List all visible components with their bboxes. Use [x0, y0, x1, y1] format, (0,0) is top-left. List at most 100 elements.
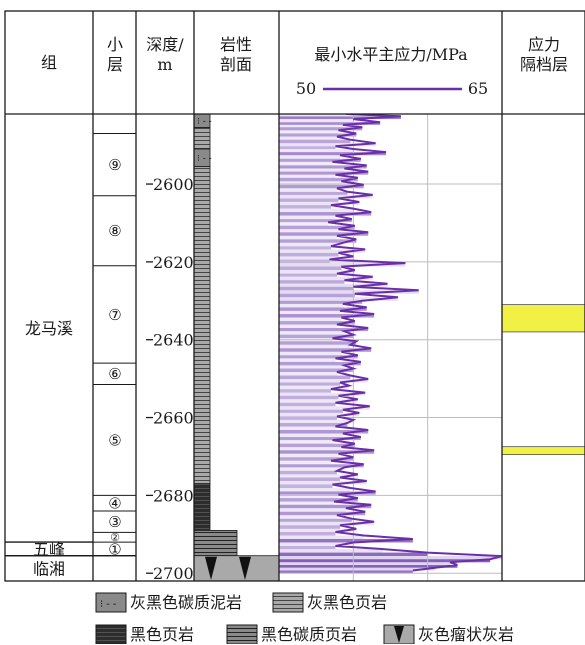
- stress-band: [279, 474, 358, 478]
- legend-label-black-carb-shale: 黑色碳质页岩: [261, 625, 358, 644]
- barrier-band: [501, 304, 585, 333]
- sublayer-label: ⑤: [108, 431, 121, 449]
- stress-band: [279, 412, 360, 417]
- stress-band: [279, 480, 367, 485]
- stress-band: [279, 219, 352, 223]
- stress-band: [279, 293, 355, 298]
- litho-nodule: [239, 556, 251, 580]
- stress-band: [279, 314, 375, 318]
- stress-band: [279, 152, 387, 156]
- stress-band: [279, 208, 354, 213]
- stress-band: [279, 375, 351, 380]
- stress-band: [279, 229, 339, 233]
- legend-swatch-black-shale: [95, 624, 127, 644]
- header-stress-min: 50: [296, 79, 316, 98]
- depth-tick-label: 2620: [153, 253, 194, 272]
- sublayer-label: ⑨: [108, 156, 121, 174]
- depth-tick-label: 2660: [153, 409, 194, 428]
- stress-band: [279, 334, 354, 339]
- header-lithology: 岩性剖面: [220, 35, 252, 74]
- sublayer-label: ①: [108, 540, 121, 558]
- stress-band: [279, 324, 337, 329]
- depth-tick-label: 2700: [153, 564, 194, 583]
- stress-band: [279, 368, 354, 373]
- stress-band: [279, 321, 355, 325]
- stress-band: [279, 385, 349, 390]
- stress-band: [279, 225, 355, 230]
- stress-band: [279, 143, 376, 147]
- depth-tick-label: 2640: [153, 331, 194, 350]
- stress-band: [279, 443, 355, 448]
- stress-band: [279, 433, 343, 438]
- stress-fill: [279, 114, 502, 574]
- stress-band: [279, 194, 373, 199]
- stress-band: [279, 114, 346, 117]
- formation-label: 龙马溪: [25, 319, 73, 338]
- stress-band: [279, 266, 342, 271]
- stress-band: [279, 528, 357, 532]
- legend-label-nodular-limestone: 灰色瘤状灰岩: [418, 625, 515, 644]
- stress-band: [279, 419, 354, 423]
- stress-band: [279, 538, 413, 543]
- stress-band: [279, 355, 358, 359]
- stress-band: [279, 263, 406, 267]
- legend-label-grey-shale: 灰黑色页岩: [307, 593, 388, 612]
- stress-band: [279, 177, 358, 182]
- stress-band: [279, 491, 376, 495]
- stress-band: [279, 402, 336, 407]
- litho-mud-marker: ⁝ - -: [197, 117, 212, 127]
- stress-band: [279, 242, 343, 247]
- stress-band: [279, 556, 502, 560]
- stress-band: [279, 453, 339, 458]
- stress-band: [279, 511, 366, 516]
- stress-band: [279, 498, 358, 502]
- stress-band: [279, 361, 361, 366]
- litho-nodule: [205, 556, 217, 580]
- header-sublayer: 小层: [107, 35, 123, 74]
- lithology-column: ⁝ - - ⁝ - -: [193, 113, 280, 582]
- stress-curve: [327, 114, 502, 572]
- stress-band: [279, 430, 369, 434]
- litho-black-shale: [193, 483, 211, 531]
- stress-band: [279, 215, 336, 220]
- stress-band: [279, 344, 351, 349]
- stress-band: [279, 280, 345, 284]
- table-frame: [4, 10, 585, 582]
- stress-band: [279, 191, 348, 195]
- stress-band: [279, 155, 340, 159]
- stress-band: [279, 549, 384, 553]
- stress-band: [279, 297, 398, 301]
- legend-swatch-grey-shale: [272, 592, 304, 613]
- stress-band: [279, 133, 357, 137]
- stress-band: [279, 467, 345, 471]
- sublayer-label: ⑥: [108, 365, 121, 383]
- stress-band: [279, 406, 370, 410]
- stress-band: [279, 205, 332, 209]
- legend: ⁝ - -: [95, 592, 415, 644]
- stress-band: [279, 545, 336, 550]
- header-stress-max: 65: [468, 79, 488, 98]
- stress-band: [279, 300, 363, 304]
- stress-band: [279, 348, 372, 352]
- stress-barriers: [501, 304, 585, 455]
- stress-band: [279, 171, 369, 175]
- sublayer-label: ③: [108, 513, 121, 531]
- stress-band: [279, 181, 342, 185]
- formation-label: 临湘: [33, 559, 65, 578]
- stress-band: [279, 239, 357, 243]
- stress-band: [279, 127, 363, 131]
- sublayer-label: ⑦: [108, 306, 121, 324]
- depth-axis: 2600 2620 2640 2660 2680 2700: [146, 175, 194, 583]
- stress-band: [279, 525, 340, 529]
- stress-band: [279, 270, 355, 274]
- stress-band: [279, 379, 369, 383]
- stress-band: [279, 440, 333, 444]
- stress-band: [279, 518, 352, 522]
- stress-band: [279, 232, 369, 236]
- stress-band: [279, 149, 354, 153]
- stress-band: [279, 565, 458, 568]
- header-formation: 组: [41, 53, 57, 72]
- stress-band: [279, 372, 337, 376]
- stress-band: [279, 124, 343, 128]
